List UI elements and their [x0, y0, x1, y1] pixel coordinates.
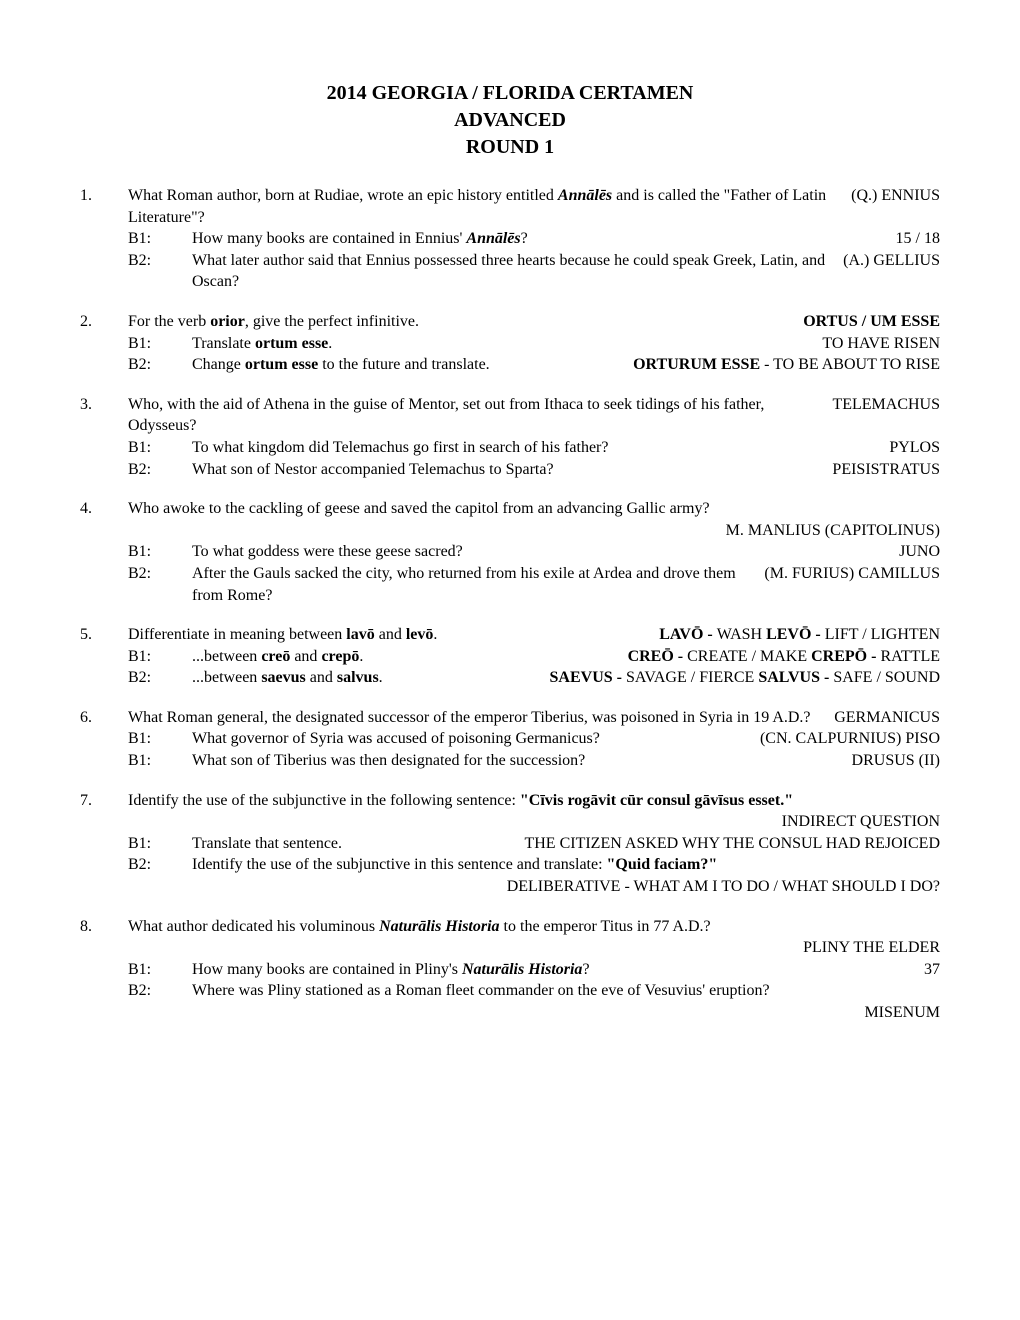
q7-b1-answer: THE CITIZEN ASKED WHY THE CONSUL HAD REJ… — [524, 833, 940, 855]
q4-b2-answer: (M. FURIUS) CAMILLUS — [764, 563, 940, 585]
question-6: 6. What Roman general, the designated su… — [80, 707, 940, 772]
question-3: 3. Who, with the aid of Athena in the gu… — [80, 394, 940, 480]
q3-b1: To what kingdom did Telemachus go first … — [192, 437, 873, 459]
q3-b1-label: B1: — [128, 437, 192, 459]
q8-b2: Where was Pliny stationed as a Roman fle… — [192, 980, 940, 1002]
q2-b2: Change ortum esse to the future and tran… — [192, 354, 617, 376]
q3-number: 3. — [80, 394, 128, 416]
q1-b2-answer: (A.) GELLIUS — [843, 250, 940, 272]
q2-b1-answer: TO HAVE RISEN — [822, 333, 940, 355]
q3-tossup: Who, with the aid of Athena in the guise… — [128, 394, 816, 437]
q5-tossup-answer: LAVŌ - WASH LEVŌ - LIFT / LIGHTEN — [659, 624, 940, 646]
q5-number: 5. — [80, 624, 128, 646]
q4-number: 4. — [80, 498, 128, 520]
title-line-3: ROUND 1 — [80, 134, 940, 161]
document-title: 2014 GEORGIA / FLORIDA CERTAMEN ADVANCED… — [80, 80, 940, 161]
q7-tossup: Identify the use of the subjunctive in t… — [128, 790, 940, 812]
q1-tossup-answer: (Q.) ENNIUS — [851, 185, 940, 207]
q1-tossup: What Roman author, born at Rudiae, wrote… — [128, 185, 835, 228]
q4-b1: To what goddess were these geese sacred? — [192, 541, 883, 563]
q4-tossup-answer: M. MANLIUS (CAPITOLINUS) — [128, 520, 940, 542]
q4-tossup: Who awoke to the cackling of geese and s… — [128, 498, 940, 520]
q6-b2-answer: DRUSUS (II) — [852, 750, 940, 772]
q7-b2-answer: DELIBERATIVE - WHAT AM I TO DO / WHAT SH… — [192, 876, 940, 898]
question-4: 4. Who awoke to the cackling of geese an… — [80, 498, 940, 606]
q2-b2-label: B2: — [128, 354, 192, 376]
q8-b2-answer: MISENUM — [192, 1002, 940, 1024]
title-line-2: ADVANCED — [80, 107, 940, 134]
q5-b2-label: B2: — [128, 667, 192, 689]
q3-tossup-answer: TELEMACHUS — [832, 394, 940, 416]
q1-b1: How many books are contained in Ennius' … — [192, 228, 880, 250]
q7-b2: Identify the use of the subjunctive in t… — [192, 854, 940, 876]
q7-b1: Translate that sentence. — [192, 833, 508, 855]
q7-b1-label: B1: — [128, 833, 192, 855]
q6-b2: What son of Tiberius was then designated… — [192, 750, 836, 772]
q8-b1: How many books are contained in Pliny's … — [192, 959, 908, 981]
q6-number: 6. — [80, 707, 128, 729]
q7-number: 7. — [80, 790, 128, 812]
q6-b2-label: B1: — [128, 750, 192, 772]
q2-b2-answer: ORTURUM ESSE - TO BE ABOUT TO RISE — [633, 354, 940, 376]
q4-b1-answer: JUNO — [899, 541, 940, 563]
q6-tossup: What Roman general, the designated succe… — [128, 707, 818, 729]
q1-b1-answer: 15 / 18 — [896, 228, 940, 250]
q8-b1-answer: 37 — [924, 959, 940, 981]
q8-b1-label: B1: — [128, 959, 192, 981]
q8-number: 8. — [80, 916, 128, 938]
q2-tossup: For the verb orior, give the perfect inf… — [128, 311, 787, 333]
question-1: 1. What Roman author, born at Rudiae, wr… — [80, 185, 940, 293]
q6-b1: What governor of Syria was accused of po… — [192, 728, 744, 750]
q1-b2: What later author said that Ennius posse… — [192, 250, 827, 293]
q7-b2-label: B2: — [128, 854, 192, 876]
q3-b1-answer: PYLOS — [889, 437, 940, 459]
q8-b2-label: B2: — [128, 980, 192, 1002]
q6-b1-answer: (CN. CALPURNIUS) PISO — [760, 728, 940, 750]
q3-b2-label: B2: — [128, 459, 192, 481]
q4-b2-label: B2: — [128, 563, 192, 585]
question-7: 7. Identify the use of the subjunctive i… — [80, 790, 940, 898]
q5-b1: ...between creō and crepō. — [192, 646, 612, 668]
q2-b1-label: B1: — [128, 333, 192, 355]
q2-tossup-answer: ORTUS / UM ESSE — [803, 311, 940, 333]
q7-tossup-answer: INDIRECT QUESTION — [128, 811, 940, 833]
q2-number: 2. — [80, 311, 128, 333]
q5-tossup: Differentiate in meaning between lavō an… — [128, 624, 643, 646]
q3-b2: What son of Nestor accompanied Telemachu… — [192, 459, 816, 481]
q1-number: 1. — [80, 185, 128, 207]
q1-b2-label: B2: — [128, 250, 192, 272]
question-8: 8. What author dedicated his voluminous … — [80, 916, 940, 1024]
q2-b1: Translate ortum esse. — [192, 333, 806, 355]
question-2: 2. For the verb orior, give the perfect … — [80, 311, 940, 376]
q8-tossup-answer: PLINY THE ELDER — [128, 937, 940, 959]
q5-b1-answer: CREŌ - CREATE / MAKE CREPŌ - RATTLE — [628, 646, 940, 668]
q5-b1-label: B1: — [128, 646, 192, 668]
q5-b2-answer: SAEVUS - SAVAGE / FIERCE SALVUS - SAFE /… — [550, 667, 940, 689]
q4-b2: After the Gauls sacked the city, who ret… — [192, 563, 748, 606]
q5-b2: ...between saevus and salvus. — [192, 667, 534, 689]
question-5: 5. Differentiate in meaning between lavō… — [80, 624, 940, 689]
q1-b1-label: B1: — [128, 228, 192, 250]
q6-tossup-answer: GERMANICUS — [834, 707, 940, 729]
title-line-1: 2014 GEORGIA / FLORIDA CERTAMEN — [80, 80, 940, 107]
q8-tossup: What author dedicated his voluminous Nat… — [128, 916, 940, 938]
q4-b1-label: B1: — [128, 541, 192, 563]
q6-b1-label: B1: — [128, 728, 192, 750]
q3-b2-answer: PEISISTRATUS — [832, 459, 940, 481]
